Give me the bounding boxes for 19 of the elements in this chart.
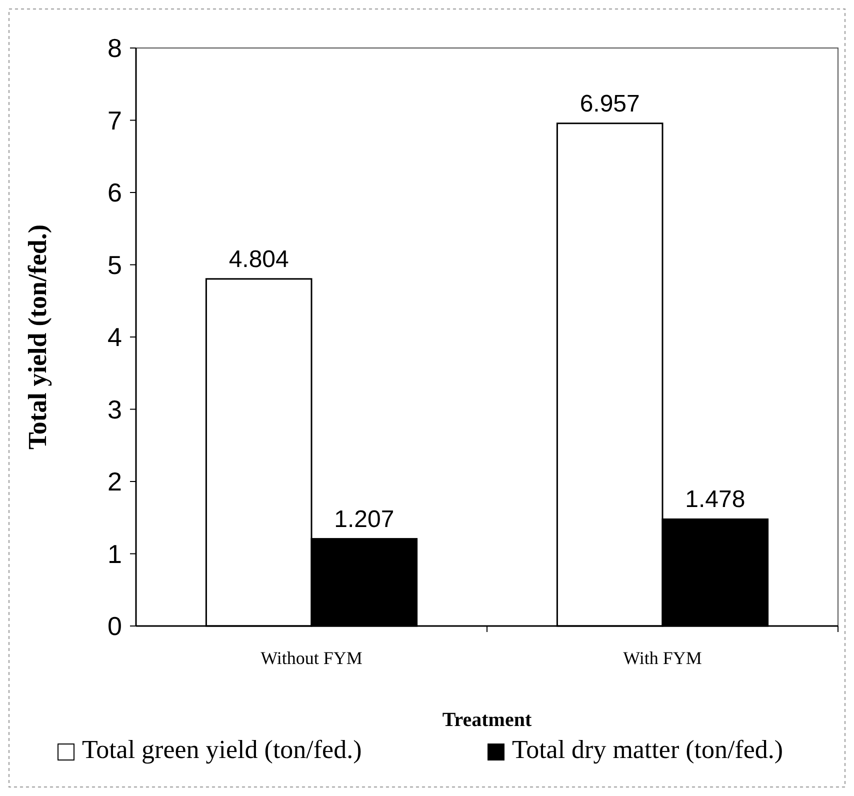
y-tick-label: 4 bbox=[108, 322, 122, 352]
y-tick-label: 0 bbox=[108, 611, 122, 642]
y-tick-label: 6 bbox=[108, 178, 122, 208]
data-label: 6.957 bbox=[580, 90, 640, 118]
y-tick-label: 8 bbox=[108, 33, 122, 64]
data-label: 1.207 bbox=[334, 506, 394, 533]
y-tick-label: 3 bbox=[108, 394, 122, 424]
data-label: 1.478 bbox=[685, 486, 746, 514]
data-label: 4.804 bbox=[228, 246, 289, 273]
y-axis-title: Total yield (ton/fed.) bbox=[23, 224, 52, 450]
x-tick-label: Without FYM bbox=[260, 648, 362, 668]
y-tick-label: 7 bbox=[108, 105, 122, 136]
legend-label: Total green yield (ton/fed.) bbox=[82, 735, 362, 764]
x-axis-title: Treatment bbox=[442, 709, 532, 731]
legend-label: Total dry matter (ton/fed.) bbox=[512, 735, 784, 764]
y-tick-label: 2 bbox=[108, 466, 122, 497]
y-tick-label: 1 bbox=[108, 538, 122, 569]
x-tick-label: With FYM bbox=[623, 648, 702, 668]
y-tick-label: 5 bbox=[108, 250, 122, 280]
